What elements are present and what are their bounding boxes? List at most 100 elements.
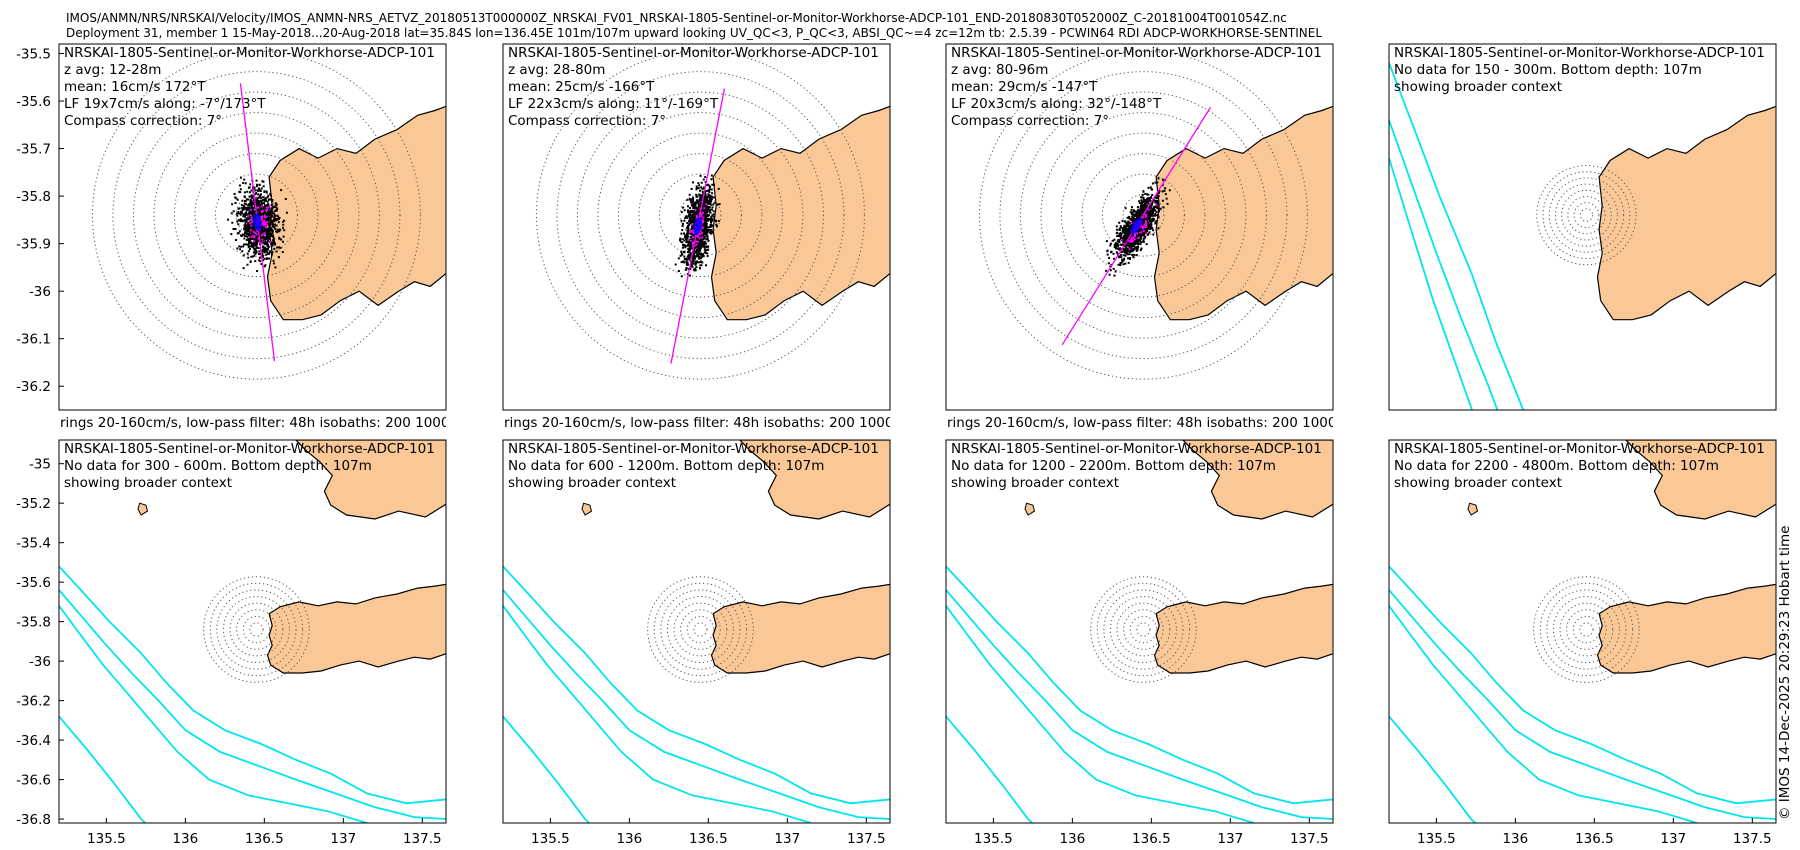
panel-info-line: No data for 150 - 300m. Bottom depth: 10… <box>1394 62 1702 78</box>
speed-ring <box>666 596 734 664</box>
x-tick-label: 137 <box>1217 831 1243 847</box>
panel-info-line: No data for 300 - 600m. Bottom depth: 10… <box>64 458 372 474</box>
panel-info-line: LF 20x3cm/s along: 32°/-148°T <box>951 96 1162 112</box>
panel-info-line: mean: 29cm/s -147°T <box>951 79 1098 95</box>
panel-info-line: z avg: 80-96m <box>951 62 1048 78</box>
panel-info-line: showing broader context <box>1394 79 1562 95</box>
rings-caption: rings 20-160cm/s, low-pass filter: 48h i… <box>947 415 1414 431</box>
isobath-line <box>503 565 890 805</box>
panel-info-line: No data for 2200 - 4800m. Bottom depth: … <box>1394 458 1719 474</box>
speed-ring <box>1101 173 1185 257</box>
x-tick-label: 136.5 <box>1132 831 1171 847</box>
y-tick-label: -36.2 <box>16 379 51 395</box>
speed-ring <box>1122 194 1165 237</box>
y-tick-label: -35.6 <box>16 94 51 110</box>
axes-frame <box>502 439 891 824</box>
speed-ring <box>222 596 290 664</box>
speed-ring <box>535 50 865 380</box>
land-polygon <box>266 105 446 321</box>
speed-ring <box>132 91 380 339</box>
land-polygon <box>1596 105 1776 321</box>
isobath-line <box>1389 157 1473 410</box>
map-layer <box>946 440 1333 823</box>
speed-ring <box>242 615 271 644</box>
land-polygon <box>710 583 890 674</box>
map-layer <box>91 50 446 380</box>
speed-ring <box>1539 582 1634 677</box>
map-layer <box>1389 62 1776 410</box>
x-tick-label: 135.5 <box>531 831 570 847</box>
speed-ring <box>1116 602 1171 657</box>
map-layer <box>1389 440 1776 823</box>
y-tick-label: -35.9 <box>16 237 51 253</box>
y-tick-label: -36 <box>29 654 51 670</box>
deployment-subtitle: Deployment 31, member 1 15-May-2018...20… <box>66 26 1323 40</box>
panel-1: NRSKAI-1805-Sentinel-or-Monitor-Workhors… <box>16 43 527 431</box>
speed-ring <box>1546 589 1627 670</box>
axes-frame <box>1388 439 1777 824</box>
panel-8: NRSKAI-1805-Sentinel-or-Monitor-Workhors… <box>1388 439 1777 847</box>
x-tick-label: 137 <box>1660 831 1686 847</box>
panel-info-line: Compass correction: 7° <box>64 113 222 129</box>
x-tick-label: 136 <box>1502 831 1528 847</box>
speed-ring <box>647 576 754 683</box>
isobath-line <box>1389 565 1776 805</box>
speed-ring <box>556 71 845 360</box>
y-tick-label: -35.8 <box>16 189 51 205</box>
panel-info-line: showing broader context <box>1394 475 1562 491</box>
isobath-line <box>946 589 1333 820</box>
isobath-line <box>1389 589 1776 820</box>
speed-ring <box>249 622 264 637</box>
panel-info-line: showing broader context <box>951 475 1119 491</box>
instrument-name: NRSKAI-1805-Sentinel-or-Monitor-Workhors… <box>508 441 879 457</box>
y-tick-label: -36.4 <box>16 733 51 749</box>
speed-ring <box>236 609 277 650</box>
speed-ring <box>1579 622 1594 637</box>
speed-ring <box>653 582 748 677</box>
speed-ring <box>1579 208 1594 222</box>
isobath-line <box>503 715 591 823</box>
rings-caption: rings 20-160cm/s, low-pass filter: 48h i… <box>60 415 527 431</box>
panel-2: NRSKAI-1805-Sentinel-or-Monitor-Workhors… <box>502 43 891 431</box>
axes-frame <box>1388 43 1777 411</box>
speed-ring <box>1573 202 1600 229</box>
y-tick-label: -35.2 <box>16 496 51 512</box>
speed-ring <box>1109 596 1177 664</box>
islet-polygon <box>1024 502 1036 516</box>
panel-info-line: No data for 1200 - 2200m. Bottom depth: … <box>951 458 1276 474</box>
panel-info-line: mean: 16cm/s 172°T <box>64 79 206 95</box>
speed-ring <box>203 576 310 683</box>
speed-ring <box>214 173 298 257</box>
speed-ring <box>209 582 304 677</box>
x-tick-label: 137 <box>330 831 356 847</box>
instrument-name: NRSKAI-1805-Sentinel-or-Monitor-Workhors… <box>64 45 435 61</box>
speed-ring <box>229 602 284 657</box>
speed-ring <box>1554 183 1618 247</box>
instrument-name: NRSKAI-1805-Sentinel-or-Monitor-Workhors… <box>1394 45 1765 61</box>
speed-ring <box>1561 189 1612 241</box>
speed-ring <box>1090 576 1197 683</box>
y-tick-label: -35.4 <box>16 536 51 552</box>
speed-ring <box>1548 177 1625 253</box>
speed-ring <box>638 153 763 278</box>
speed-ring <box>1103 589 1184 670</box>
speed-ring <box>658 173 742 257</box>
credit-text: © IMOS 14-Dec-2025 20:29:23 Hobart time <box>1777 526 1793 820</box>
axes-frame <box>502 43 891 411</box>
panel-info-line: LF 22x3cm/s along: 11°/-169°T <box>508 96 719 112</box>
instrument-name: NRSKAI-1805-Sentinel-or-Monitor-Workhors… <box>951 441 1322 457</box>
speed-ring <box>194 153 319 278</box>
panel-7: NRSKAI-1805-Sentinel-or-Monitor-Workhors… <box>945 439 1334 847</box>
axes-frame <box>58 439 447 824</box>
y-tick-label: -35.7 <box>16 142 51 158</box>
mainland-polygon <box>739 440 890 520</box>
instrument-name: NRSKAI-1805-Sentinel-or-Monitor-Workhors… <box>64 441 435 457</box>
land-polygon <box>266 583 446 674</box>
panel-info-line: showing broader context <box>508 475 676 491</box>
speed-ring <box>1019 91 1267 339</box>
y-tick-label: -35.8 <box>16 615 51 631</box>
speed-ring <box>1533 576 1640 683</box>
map-layer <box>978 50 1333 380</box>
y-tick-label: -36.8 <box>16 812 51 828</box>
isobath-line <box>59 589 446 820</box>
